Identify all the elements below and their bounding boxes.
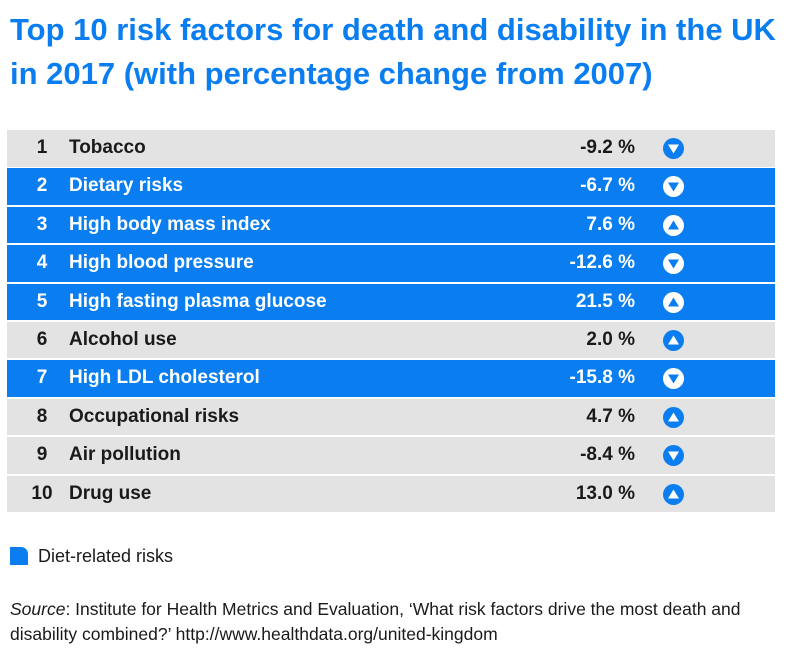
row-label: High LDL cholesterol [69, 367, 260, 389]
row-value: -8.4 % [580, 444, 635, 466]
arrow-up-icon [663, 406, 684, 428]
table-row: 9 Air pollution -8.4 % [7, 437, 775, 474]
row-value: -6.7 % [580, 175, 635, 197]
table-row: 2 Dietary risks -6.7 % [7, 168, 775, 205]
arrow-up-icon [663, 214, 684, 236]
risk-factor-table: 1 Tobacco -9.2 % 2 Dietary risks -6.7 % 3 High … [7, 130, 775, 514]
source-text: : Institute for Health Metrics and Evalu… [10, 599, 741, 644]
row-rank: 2 [36, 175, 48, 197]
row-label: High fasting plasma glucose [69, 290, 327, 312]
row-value: 13.0 % [575, 482, 635, 504]
arrow-down-icon [663, 368, 684, 390]
table-row: 4 High blood pressure -12.6 % [7, 245, 775, 282]
table-row: 8 Occupational risks 4.7 % [7, 398, 775, 436]
arrow-up-icon [663, 329, 684, 351]
row-value: -12.6 % [569, 252, 635, 274]
row-rank: 5 [36, 290, 48, 312]
row-rank: 1 [36, 137, 48, 158]
row-label: Air pollution [69, 444, 181, 466]
row-rank: 3 [36, 213, 48, 235]
table-row: 6 Alcohol use 2.0 % [7, 321, 775, 359]
chart-title: Top 10 risk factors for death and disabi… [10, 12, 776, 91]
source-prefix: Source [10, 599, 66, 619]
row-value: 21.5 % [575, 290, 635, 312]
table-row: 1 Tobacco -9.2 % [7, 130, 775, 167]
source-note: Source: Institute for Health Metrics and… [10, 597, 795, 647]
row-value: -9.2 % [580, 137, 635, 158]
row-rank: 4 [36, 252, 48, 274]
arrow-up-icon [663, 291, 684, 313]
table-row: 5 High fasting plasma glucose 21.5 % [7, 283, 775, 321]
legend-swatch-diet-related [10, 547, 28, 565]
arrow-down-icon [663, 253, 684, 275]
arrow-up-icon [663, 483, 684, 505]
row-rank: 7 [36, 367, 48, 389]
row-value: 2.0 % [586, 328, 635, 350]
row-rank: 8 [36, 405, 48, 427]
table-row: 3 High body mass index 7.6 % [7, 206, 775, 244]
row-label: High blood pressure [69, 252, 254, 274]
table-row: 10 Drug use 13.0 % [7, 475, 775, 513]
arrow-down-icon [663, 138, 684, 159]
row-label: High body mass index [69, 213, 271, 235]
row-label: Alcohol use [69, 328, 177, 350]
row-rank: 10 [31, 482, 53, 504]
row-label: Occupational risks [69, 405, 240, 427]
row-label: Drug use [69, 482, 152, 504]
arrow-down-icon [663, 445, 684, 467]
arrow-down-icon [663, 176, 684, 198]
row-value: 4.7 % [586, 405, 635, 427]
row-rank: 9 [36, 444, 48, 466]
row-value: 7.6 % [586, 213, 635, 235]
row-label: Dietary risks [69, 175, 184, 197]
row-label: Tobacco [69, 137, 146, 158]
row-value: -15.8 % [569, 367, 635, 389]
table-row: 7 High LDL cholesterol -15.8 % [7, 360, 775, 397]
row-rank: 6 [36, 328, 48, 350]
legend-label: Diet-related risks [38, 546, 174, 566]
